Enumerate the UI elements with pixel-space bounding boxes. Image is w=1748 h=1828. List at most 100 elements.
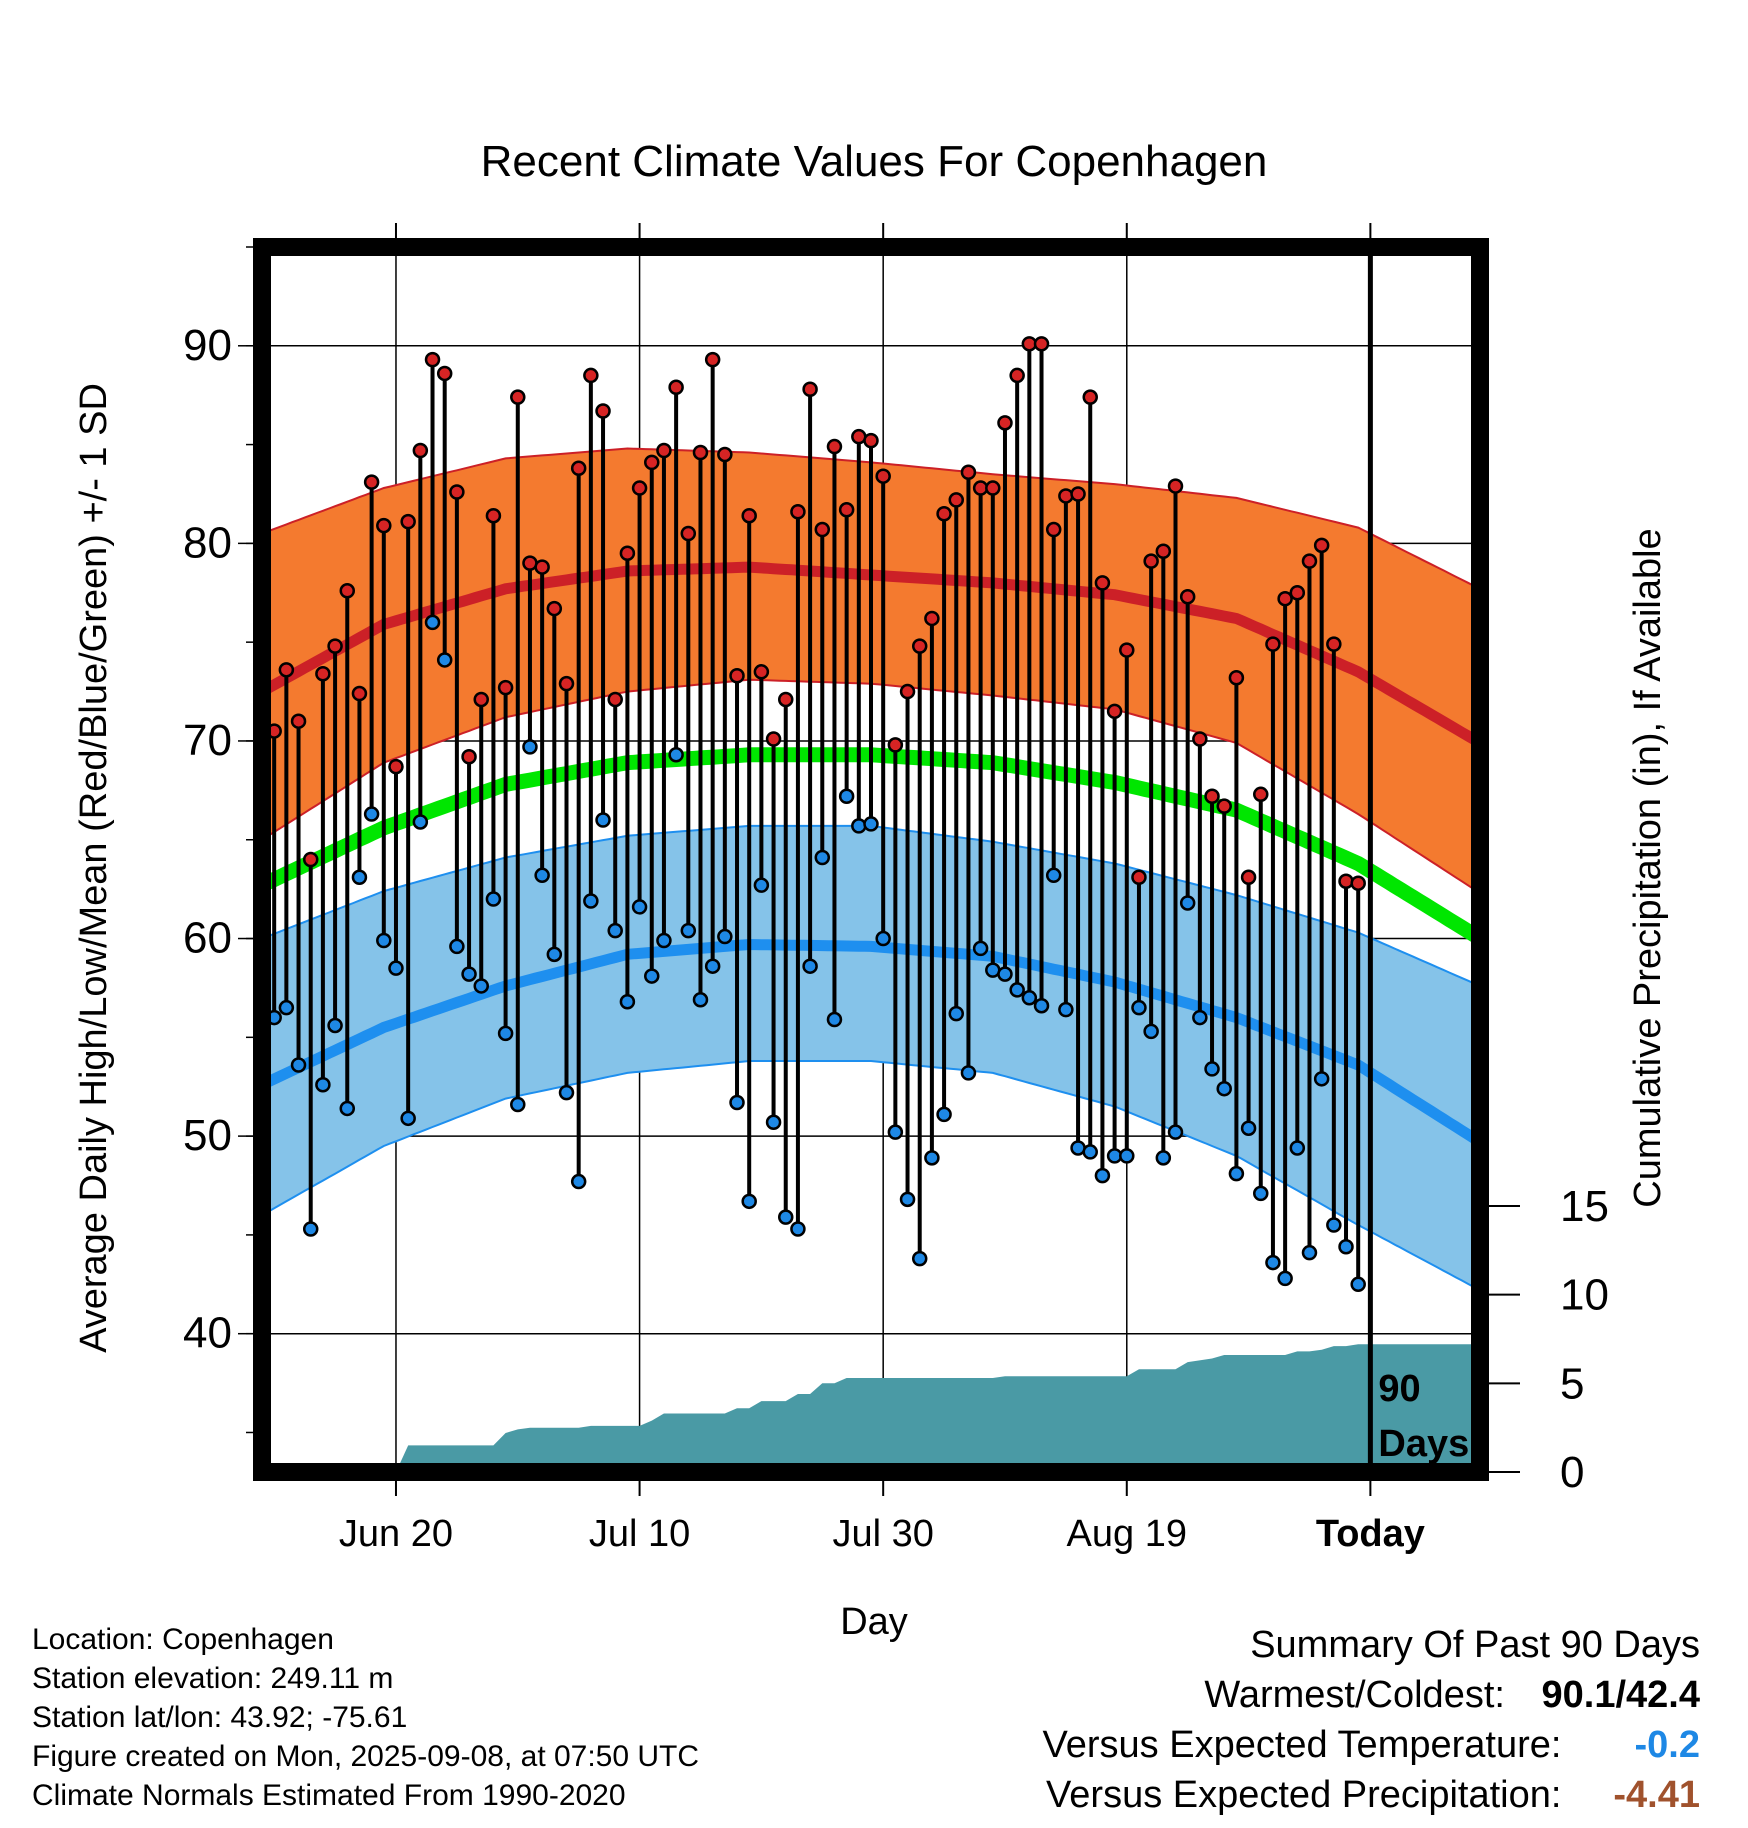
- daily-high-point: [558, 675, 575, 692]
- daily-high-point: [997, 415, 1013, 431]
- daily-low-point: [424, 614, 441, 631]
- daily-high-point: [351, 685, 368, 702]
- daily-low-point: [924, 1150, 940, 1166]
- daily-low-point: [948, 1005, 965, 1022]
- today-annotation-line1: 90: [1378, 1368, 1420, 1410]
- daily-low-point: [339, 1100, 356, 1117]
- daily-low-point: [302, 1221, 319, 1237]
- daily-low-point: [400, 1110, 416, 1127]
- daily-low-point: [1009, 982, 1025, 998]
- daily-high-point: [534, 559, 550, 575]
- daily-low-point: [485, 891, 502, 907]
- daily-low-point: [972, 940, 989, 957]
- daily-low-point: [802, 958, 818, 974]
- daily-high-point: [1167, 478, 1184, 494]
- daily-low-point: [631, 899, 648, 915]
- daily-low-point: [327, 1017, 343, 1034]
- daily-low-point: [1155, 1150, 1172, 1166]
- daily-high-point: [1277, 590, 1293, 607]
- daily-high-point: [899, 683, 916, 700]
- daily-low-point: [497, 1025, 514, 1042]
- precip-area: [262, 1344, 1480, 1472]
- daily-high-point: [400, 513, 416, 530]
- daily-high-point: [485, 507, 502, 524]
- daily-low-point: [1179, 895, 1196, 911]
- daily-low-point: [1094, 1167, 1111, 1184]
- daily-high-point: [692, 444, 709, 461]
- daily-high-point: [376, 517, 392, 534]
- daily-low-point: [851, 818, 867, 834]
- daily-high-point: [1301, 553, 1318, 569]
- daily-high-point: [388, 758, 404, 775]
- y-tick-label: 60: [183, 914, 232, 963]
- daily-high-point: [704, 351, 721, 368]
- daily-low-point: [1228, 1165, 1245, 1182]
- daily-high-point: [473, 691, 489, 708]
- daily-low-point: [1119, 1148, 1135, 1164]
- daily-high-point: [656, 442, 672, 459]
- daily-low-point: [1350, 1276, 1366, 1293]
- daily-high-point: [924, 610, 940, 627]
- daily-low-point: [546, 946, 563, 963]
- daily-low-point: [997, 966, 1013, 982]
- daily-low-point: [680, 922, 697, 939]
- daily-low-point: [1338, 1239, 1354, 1255]
- daily-low-point: [814, 849, 831, 866]
- x-tick-label: Jul 10: [589, 1513, 690, 1555]
- daily-high-point: [936, 505, 952, 522]
- x-tick-label: Today: [1316, 1513, 1425, 1555]
- daily-low-point: [1253, 1185, 1269, 1202]
- today-annotation-line2: Days: [1378, 1423, 1469, 1465]
- chart-title: Recent Climate Values For Copenhagen: [481, 137, 1268, 186]
- daily-low-point: [461, 966, 477, 982]
- daily-low-point: [704, 958, 721, 974]
- daily-low-point: [1289, 1140, 1306, 1156]
- y2-tick-label: 15: [1560, 1182, 1609, 1231]
- summary-heading: Summary Of Past 90 Days: [1250, 1624, 1700, 1666]
- daily-low-point: [887, 1124, 904, 1140]
- summary-panel: Summary Of Past 90 Days Warmest/Coldest:…: [1043, 1620, 1700, 1820]
- daily-low-point: [899, 1191, 916, 1208]
- daily-high-point: [911, 638, 928, 654]
- daily-high-point: [960, 464, 977, 480]
- daily-high-point: [717, 446, 733, 463]
- y2-tick-label: 5: [1560, 1359, 1584, 1408]
- daily-low-point: [656, 932, 672, 949]
- warmest-coldest-label: Warmest/Coldest:: [1204, 1674, 1505, 1716]
- daily-low-point: [1265, 1254, 1281, 1271]
- warmest-coldest-value: 90.1/42.4: [1541, 1674, 1700, 1716]
- daily-low-point: [875, 930, 891, 947]
- daily-low-point: [960, 1065, 977, 1081]
- daily-high-point: [729, 668, 745, 684]
- daily-low-point: [363, 806, 380, 822]
- daily-high-point: [1179, 588, 1196, 605]
- daily-high-point: [339, 583, 356, 599]
- daily-low-point: [1021, 990, 1038, 1006]
- daily-high-point: [327, 638, 343, 654]
- plot-frame: [253, 238, 1489, 1481]
- daily-high-point: [436, 365, 453, 382]
- daily-high-point: [1240, 869, 1257, 886]
- daily-high-point: [510, 389, 526, 405]
- daily-low-point: [741, 1193, 757, 1210]
- station-info: Location: Copenhagen Station elevation: …: [32, 1620, 699, 1815]
- daily-low-point: [619, 994, 636, 1010]
- y2-tick-label: 10: [1560, 1271, 1609, 1320]
- daily-high-point: [1313, 537, 1330, 554]
- daily-low-point: [570, 1173, 587, 1190]
- y-axis-label: Average Daily High/Low/Mean (Red/Blue/Gr…: [73, 383, 115, 1353]
- daily-low-point: [583, 893, 599, 909]
- x-tick-label: Aug 19: [1067, 1513, 1187, 1555]
- daily-low-point: [449, 938, 465, 955]
- daily-low-point: [278, 999, 295, 1016]
- daily-high-point: [449, 484, 465, 500]
- precip-departure-value: -4.41: [1613, 1774, 1700, 1816]
- daily-high-point: [412, 442, 429, 459]
- daily-high-point: [680, 525, 697, 542]
- daily-high-point: [1204, 788, 1220, 805]
- daily-low-point: [595, 812, 611, 828]
- daily-low-point: [534, 867, 550, 884]
- latlon-text: Station lat/lon: 43.92; -75.61: [32, 1701, 408, 1734]
- daily-low-point: [607, 922, 623, 939]
